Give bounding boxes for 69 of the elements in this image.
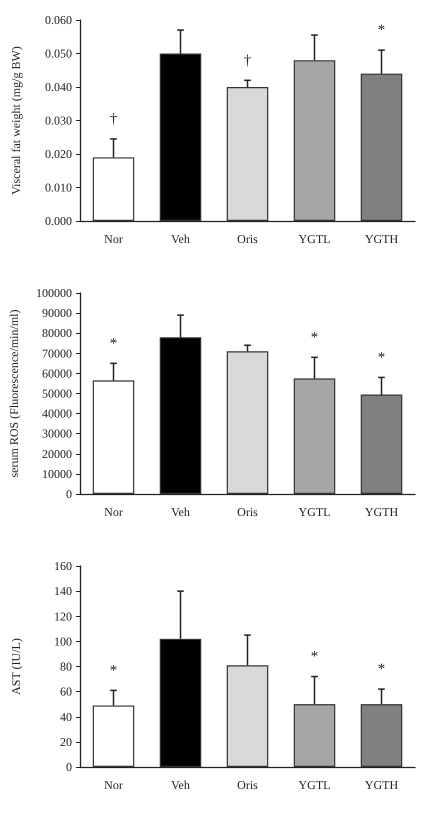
y-tick-label: 0.040 [45,80,72,94]
y-tick-label: 60 [60,684,72,699]
x-tick-label: Nor [104,778,123,792]
x-tick-label: Veh [171,232,190,246]
y-tick-label: 70000 [42,346,72,360]
y-tick-label: 0.030 [45,114,72,128]
y-axis-title: Visceral fat weight (mg/g BW) [9,46,23,195]
x-tick-label: Veh [171,778,190,792]
bar [160,337,202,494]
x-tick-label: Oris [237,505,258,519]
x-tick-label: YGTL [298,505,330,519]
bar [226,665,268,767]
bar [360,394,402,494]
bar [294,704,336,767]
annotation: * [110,336,118,352]
annotation: * [310,330,318,346]
x-tick-label: YGTH [364,778,398,792]
bar [92,380,134,494]
y-tick-label: 90000 [42,306,72,320]
x-tick-label: YGTL [298,232,330,246]
y-tick-label: 100 [54,634,72,648]
y-tick-label: 0.050 [45,46,72,60]
x-tick-label: Oris [237,778,258,792]
y-tick-label: 0 [66,760,72,774]
y-tick-label: 0.000 [45,214,72,228]
y-tick-label: 20000 [42,446,72,461]
x-tick-label: YGTL [298,778,330,792]
x-tick-label: Nor [104,232,123,246]
y-tick-label: 0.010 [45,180,72,194]
annotation: * [110,662,118,679]
y-tick-label: 80000 [42,326,72,340]
x-tick-label: Oris [237,232,258,246]
y-tick-label: 140 [54,584,72,598]
y-tick-label: 10000 [42,466,72,481]
annotation: † [244,52,252,69]
annotation: * [310,649,318,666]
y-axis-title: serum ROS (Fluorescence/min/ml) [7,310,21,478]
y-tick-label: 50000 [42,386,72,400]
bar [92,157,134,221]
y-tick-label: 80 [60,660,72,674]
y-tick-label: 40 [60,710,72,724]
y-tick-label: 0.060 [45,13,72,27]
x-tick-label: YGTH [364,505,398,519]
y-tick-label: 60000 [42,366,72,380]
y-tick-label: 120 [54,609,72,624]
y-tick-label: 0.020 [45,147,72,161]
annotation: † [110,111,118,128]
y-tick-label: 160 [54,559,72,573]
bar [160,638,202,767]
bar [294,60,336,221]
x-tick-label: YGTH [364,232,398,246]
annotation: * [378,350,386,366]
bar [226,87,268,221]
y-tick-label: 30000 [42,426,72,441]
y-tick-label: 0 [66,487,72,501]
y-tick-label: 40000 [42,406,72,421]
annotation: * [378,22,386,39]
bar [360,704,402,767]
bar [294,378,336,494]
bar [360,74,402,221]
y-axis-title: AST (IU/L) [9,638,23,695]
bar [92,705,134,767]
x-tick-label: Nor [104,505,123,519]
bar [226,351,268,494]
annotation: * [378,662,386,678]
x-tick-label: Veh [171,505,190,519]
y-tick-label: 20 [60,734,72,749]
bar [160,54,202,221]
y-tick-label: 100000 [36,286,72,300]
